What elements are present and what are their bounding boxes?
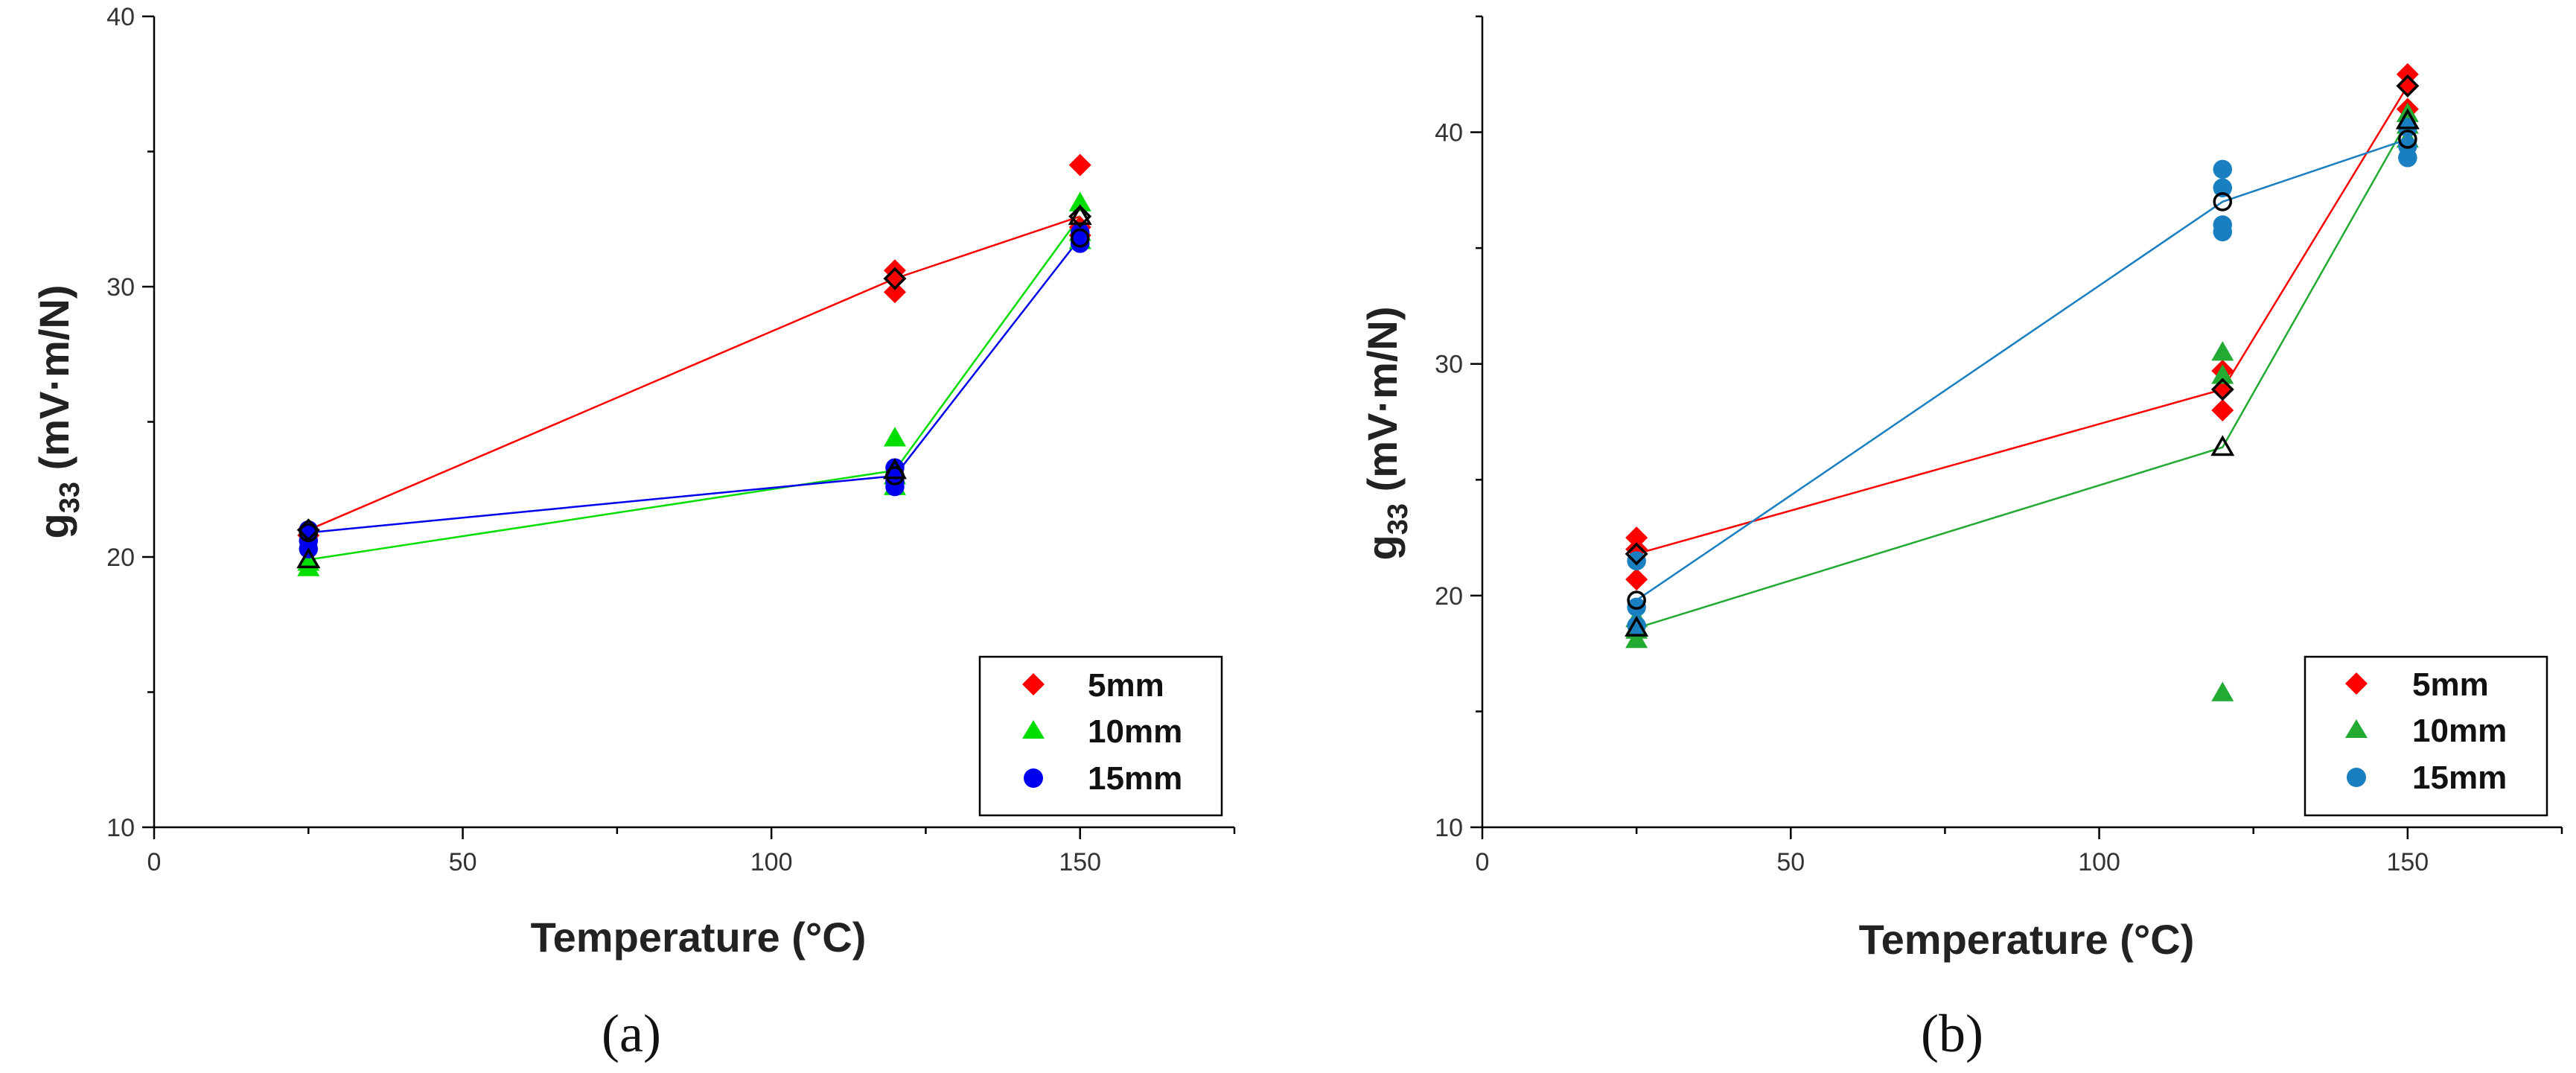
panel-b-plot-area: 0 50 100 150 10 20 30 40 [1435,15,2563,876]
panel-a-point-5mm [1068,153,1091,176]
panel-a-y-tick-label: 40 [106,3,135,31]
panel-b-point-15mm [1627,551,1646,570]
panel-b-point-5mm [2211,398,2234,421]
panel-b-x-tick-label: 50 [1776,848,1805,876]
panel-a-point-10mm [1068,191,1091,211]
panel-b-line-5mm [1636,85,2408,555]
panel-b-point-10mm [2211,681,2234,701]
panel-b-point-5mm [2396,74,2419,98]
legend-5mm-marker [1022,673,1045,695]
panel-a-legend: 5mm 10mm 15mm [978,655,1223,817]
panel-a-y-axis-label-sub: 33 [54,482,86,513]
panel-a: 0 50 100 150 10 20 30 40 Temperature (°C) g33 (… [31,3,1236,1063]
panel-a-mean-15mm [1070,228,1090,248]
panel-a-mean-15mm [885,466,905,485]
panel-b-point-15mm [2213,159,2233,179]
panel-a-mean-5mm [1068,205,1092,229]
panel-a-y-axis-label: g33 (mV·m/N) [31,285,86,539]
legend-5mm-marker [2345,672,2368,695]
panel-a-mean-5mm [883,267,907,290]
panel-a-x-tick-label: 100 [750,848,793,876]
panel-a-plot-area: 0 50 100 150 10 20 30 40 [106,3,1236,876]
panel-b-legend-5mm: 5mm [2412,666,2489,703]
panel-a-x-axis-label: Temperature (°C) [531,914,867,961]
panel-a-y-tick-label: 20 [106,544,135,572]
panel-a-point-10mm [883,427,906,447]
panel-a-x-tick-label: 0 [147,848,162,876]
legend-15mm-marker [2347,768,2366,787]
panel-b-x-tick-label: 150 [2386,848,2429,876]
panel-b-y-axis-label-main: g [1359,535,1406,560]
panel-a-caption: (a) [602,1004,661,1063]
panel-a-x-tick-label: 50 [449,848,477,876]
panel-b-point-15mm [2213,222,2233,242]
panel-b-caption: (b) [1921,1004,1983,1063]
panel-b-y-tick-label: 20 [1435,582,1463,611]
panel-b-x-axis-label: Temperature (°C) [1859,916,2195,963]
panel-b-mean-15mm [1627,590,1646,610]
panel-b-y-axis-label: g33 (mV·m/N) [1359,307,1414,561]
panel-a-line-15mm [308,237,1081,534]
panel-b-point-5mm [2396,63,2419,86]
panel-b-point-10mm [2211,341,2234,361]
panel-b-mean-10mm [1625,615,1649,637]
panel-a-legend-15mm: 15mm [1088,760,1182,797]
panel-b-mean-10mm [2210,435,2235,456]
panel-b-y-tick-label: 30 [1435,351,1463,379]
panel-b-x-tick-label: 100 [2078,848,2120,876]
legend-10mm-marker [2345,719,2368,738]
panel-b-line-15mm [1636,138,2408,602]
panel-b-legend-15mm: 15mm [2412,760,2507,796]
panel-a-y-axis-label-units: (mV·m/N) [31,285,77,482]
panel-b-y-axis-label-sub: 33 [1383,503,1414,535]
panel-b-y-tick-label: 40 [1435,119,1463,147]
panel-b-mean-5mm [2396,74,2420,98]
panel-b-mean-15mm [2213,192,2233,211]
panel-b-y-axis-label-units: (mV·m/N) [1359,307,1406,503]
panel-b-legend-10mm: 10mm [2412,713,2507,749]
panel-b-point-15mm [2213,178,2233,197]
panel-a-mean-10mm [296,547,321,569]
panel-b-y-tick-label: 10 [1435,814,1463,842]
panel-a-y-tick-label: 30 [106,273,135,302]
panel-b-mean-5mm [2210,378,2234,401]
panel-a-point-15mm [1070,234,1090,253]
panel-b-point-15mm [2398,148,2417,168]
panel-b-point-10mm [2211,364,2234,384]
panel-b-mean-15mm [2398,130,2417,149]
panel-b-mean-5mm [1625,542,1648,566]
panel-b-point-5mm [1625,568,1648,591]
panel-b-line-10mm [1636,120,2408,629]
panel-b-point-5mm [1625,526,1648,550]
panel-a-legend-10mm: 10mm [1088,713,1182,750]
panel-a-x-tick-label: 150 [1059,848,1101,876]
panel-a-line-5mm [307,215,1081,531]
panel-b-point-15mm [1627,616,1646,636]
panel-a-mean-10mm [1068,204,1092,226]
panel-b: 0 50 100 150 10 20 30 40 Temperature (°C) g33 (… [1359,15,2563,1063]
panel-a-mean-15mm [299,523,319,543]
panel-a-legend-5mm: 5mm [1088,667,1164,704]
legend-10mm-marker [1022,720,1045,739]
panel-b-legend: 5mm 10mm 15mm [2304,655,2548,817]
panel-a-y-axis-label-main: g [31,513,77,538]
legend-15mm-marker [1024,768,1043,788]
panel-b-x-tick-label: 0 [1476,848,1490,876]
panel-a-y-tick-label: 10 [106,814,135,842]
panel-a-point-5mm [883,281,906,304]
panel-b-mean-10mm [2395,108,2420,130]
